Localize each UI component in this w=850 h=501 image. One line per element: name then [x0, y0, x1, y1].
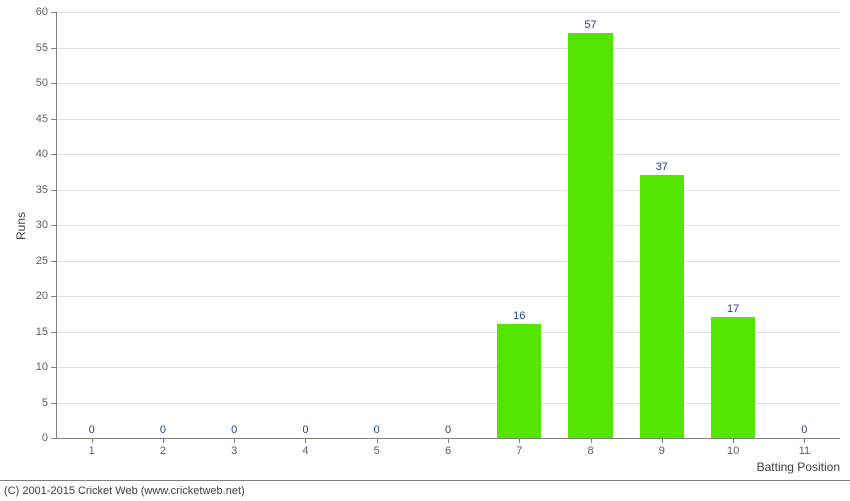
- x-tick-label: 4: [285, 445, 325, 457]
- x-tick: [305, 438, 306, 443]
- x-tick: [519, 438, 520, 443]
- y-tick-label: 60: [18, 6, 48, 18]
- y-axis-line: [56, 12, 57, 438]
- bar-value-label: 0: [214, 424, 254, 436]
- x-tick: [234, 438, 235, 443]
- y-tick-label: 50: [18, 77, 48, 89]
- x-tick: [804, 438, 805, 443]
- x-tick-label: 6: [428, 445, 468, 457]
- y-tick-label: 10: [18, 361, 48, 373]
- y-tick-label: 35: [18, 184, 48, 196]
- x-tick: [448, 438, 449, 443]
- gridline: [56, 225, 840, 226]
- y-tick-label: 25: [18, 255, 48, 267]
- x-tick-label: 7: [499, 445, 539, 457]
- bar: [640, 175, 684, 438]
- bar-value-label: 0: [285, 424, 325, 436]
- x-tick: [163, 438, 164, 443]
- x-tick-label: 9: [642, 445, 682, 457]
- gridline: [56, 154, 840, 155]
- x-tick: [733, 438, 734, 443]
- bar-value-label: 0: [428, 424, 468, 436]
- y-tick-label: 5: [18, 397, 48, 409]
- bar-value-label: 0: [143, 424, 183, 436]
- y-tick-label: 0: [18, 432, 48, 444]
- plot-area: [56, 12, 840, 438]
- gridline: [56, 190, 840, 191]
- gridline: [56, 261, 840, 262]
- bar-value-label: 37: [642, 161, 682, 173]
- gridline: [56, 119, 840, 120]
- y-tick-label: 45: [18, 113, 48, 125]
- bar-value-label: 17: [713, 303, 753, 315]
- x-tick-label: 1: [72, 445, 112, 457]
- y-tick-label: 40: [18, 148, 48, 160]
- x-tick-label: 2: [143, 445, 183, 457]
- gridline: [56, 83, 840, 84]
- bar-value-label: 0: [72, 424, 112, 436]
- copyright-footer: (C) 2001-2015 Cricket Web (www.cricketwe…: [0, 480, 850, 500]
- x-axis-title: Batting Position: [757, 460, 840, 474]
- y-tick-label: 15: [18, 326, 48, 338]
- x-tick-label: 10: [713, 445, 753, 457]
- x-tick: [591, 438, 592, 443]
- x-tick-label: 5: [357, 445, 397, 457]
- x-tick-label: 11: [784, 445, 824, 457]
- bar-value-label: 16: [499, 310, 539, 322]
- copyright-text: (C) 2001-2015 Cricket Web (www.cricketwe…: [4, 485, 245, 497]
- x-tick-label: 3: [214, 445, 254, 457]
- bar: [497, 324, 541, 438]
- bar-value-label: 57: [571, 19, 611, 31]
- bar-value-label: 0: [784, 424, 824, 436]
- gridline: [56, 296, 840, 297]
- gridline: [56, 48, 840, 49]
- bar: [711, 317, 755, 438]
- bar: [568, 33, 612, 438]
- bar-value-label: 0: [357, 424, 397, 436]
- x-tick: [662, 438, 663, 443]
- chart-container: Runs Batting Position 051015202530354045…: [0, 0, 850, 480]
- gridline: [56, 12, 840, 13]
- y-tick-label: 20: [18, 290, 48, 302]
- x-tick: [92, 438, 93, 443]
- y-tick-label: 30: [18, 219, 48, 231]
- x-tick-label: 8: [571, 445, 611, 457]
- y-tick-label: 55: [18, 42, 48, 54]
- x-tick: [377, 438, 378, 443]
